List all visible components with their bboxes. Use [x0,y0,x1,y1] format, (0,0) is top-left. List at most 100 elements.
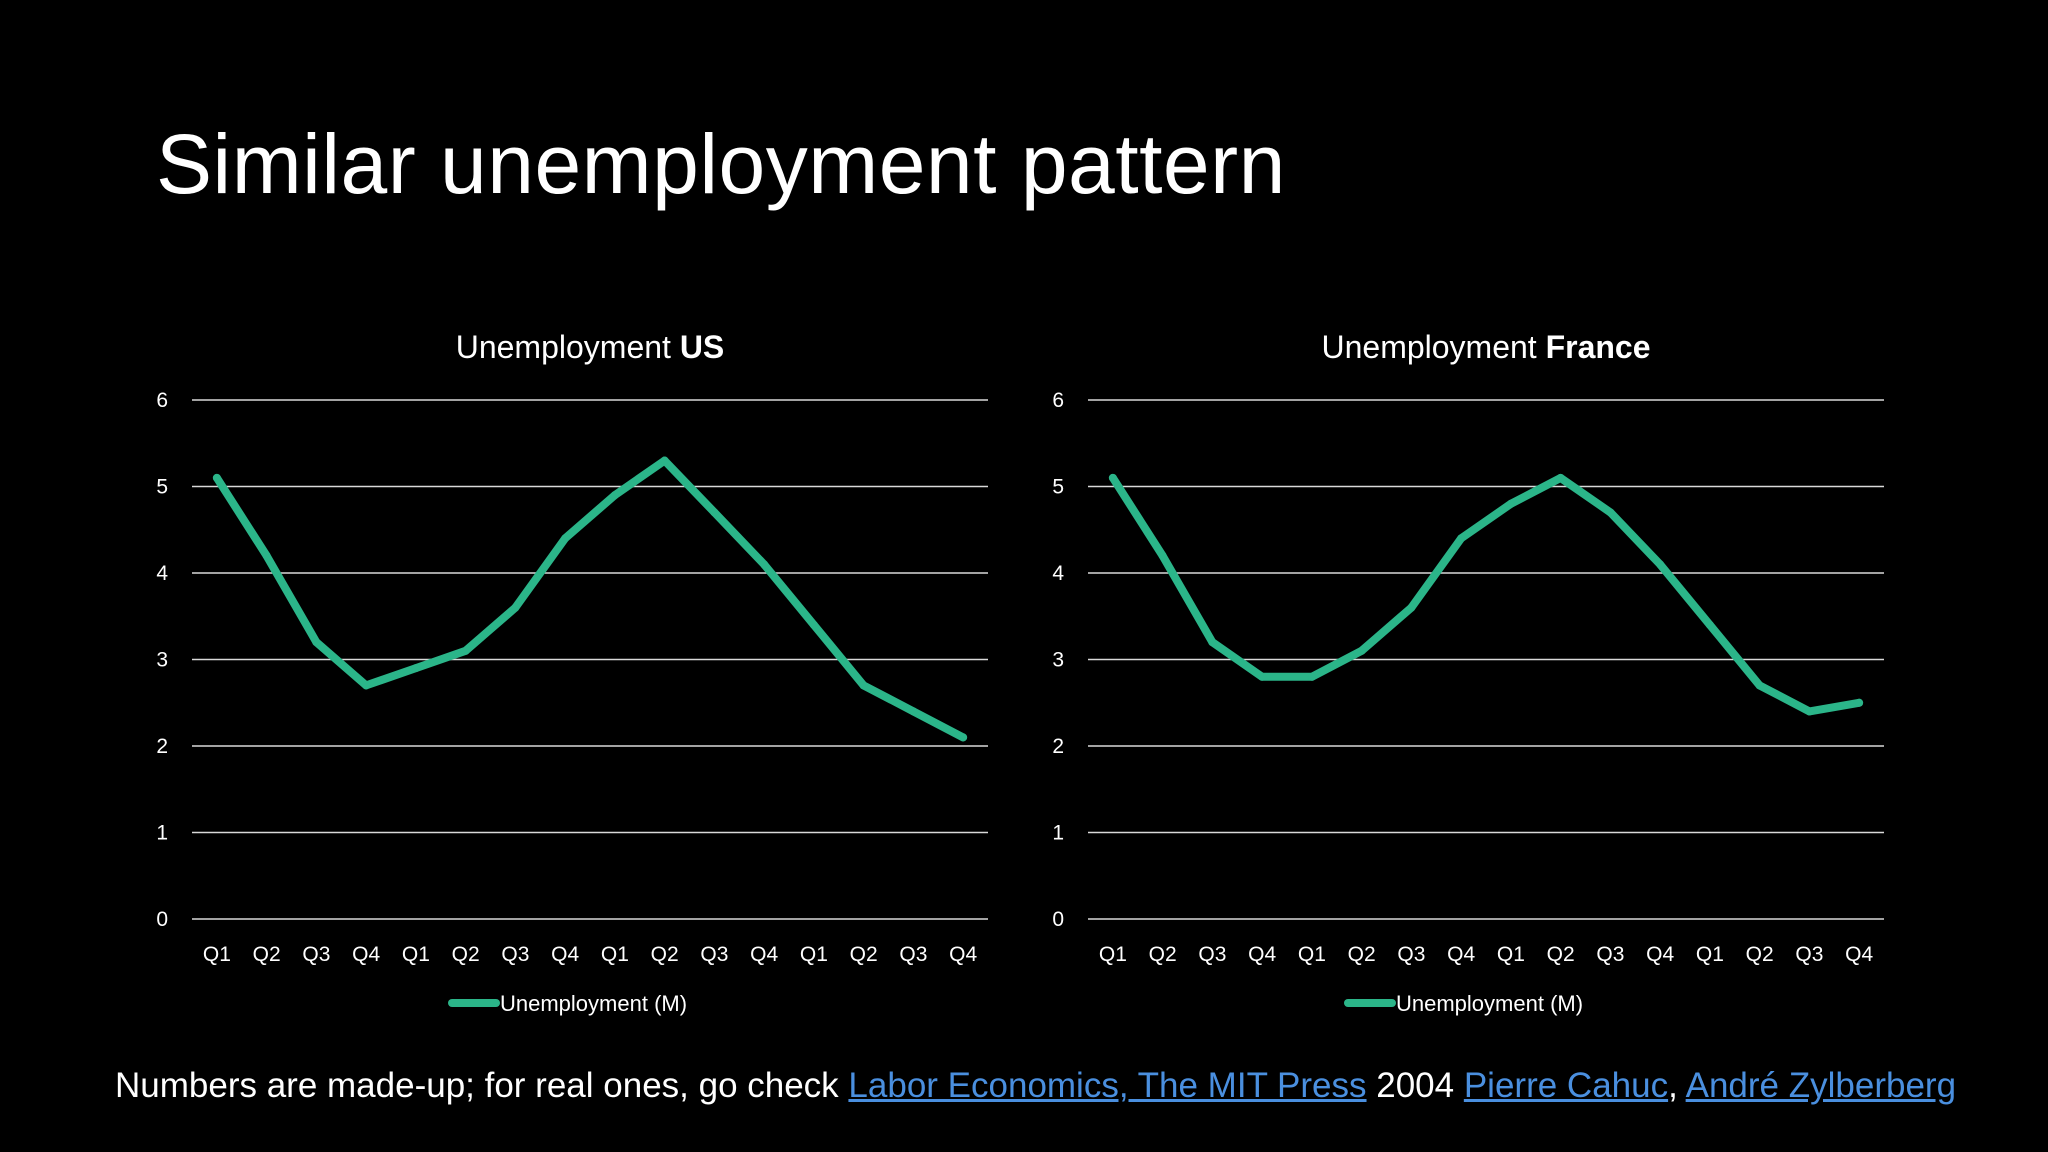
footer-citation: Numbers are made-up; for real ones, go c… [115,1066,1956,1106]
link-pierre-cahuc[interactable]: Pierre Cahuc [1463,1066,1669,1105]
y-tick-label: 0 [156,908,168,931]
data-point [1307,672,1316,681]
data-point [1656,560,1665,569]
x-tick-label: Q2 [253,943,281,966]
x-tick-label: Q1 [1298,943,1326,966]
x-tick-label: Q1 [800,943,828,966]
x-tick-label: Q4 [1447,943,1475,966]
y-tick-label: 5 [1052,476,1064,499]
chart-title-bold: France [1546,329,1651,365]
chart-unemployment-france: Unemployment France 0 1 2 3 4 5 6 Q1 Q2 Q3 Q4 Q1 Q2 Q3… [1016,300,1916,1040]
data-point [1158,551,1167,560]
data-point [1357,646,1366,655]
data-point [1457,534,1466,543]
data-point [809,620,818,629]
y-tick-label: 6 [156,389,168,412]
data-point [511,603,520,612]
data-point [212,473,221,482]
y-tick-label: 5 [156,476,168,499]
data-point [660,456,669,465]
y-tick-label: 4 [156,562,168,585]
chart-unemployment-us: Unemployment US 0 1 2 3 4 5 6 Q1 Q2 Q3 Q4 Q1 Q2 Q3 Q4 Q1… [120,300,1020,1040]
data-point [1805,707,1814,716]
y-tick-label: 3 [156,649,168,672]
x-tick-label: Q4 [750,943,778,966]
data-point [859,681,868,690]
x-tick-label: Q4 [1845,943,1873,966]
data-point [1705,620,1714,629]
y-tick-label: 1 [1052,822,1064,845]
x-tick-label: Q3 [899,943,927,966]
legend-label: Unemployment (M) [500,991,687,1016]
data-point [411,664,420,673]
y-tick-label: 0 [1052,908,1064,931]
data-point [1855,698,1864,707]
link-labor-economics[interactable]: Labor Economics, The MIT Press [848,1066,1367,1105]
data-point [610,491,619,500]
footer-separator: , [1668,1066,1686,1105]
data-point [262,551,271,560]
x-tick-label: Q2 [1547,943,1575,966]
data-point [1258,672,1267,681]
data-point [1108,473,1117,482]
x-tick-label: Q1 [203,943,231,966]
chart-title: Unemployment US [456,329,725,365]
y-tick-label: 4 [1052,562,1064,585]
x-tick-label: Q1 [601,943,629,966]
data-point [1606,508,1615,517]
chart-title-prefix: Unemployment [1321,329,1545,365]
x-tick-label: Q2 [1348,943,1376,966]
x-tick-label: Q1 [402,943,430,966]
legend-label: Unemployment (M) [1396,991,1583,1016]
x-tick-label: Q2 [1149,943,1177,966]
data-point [1407,603,1416,612]
x-tick-label: Q2 [1746,943,1774,966]
data-point [760,560,769,569]
data-point [909,707,918,716]
chart-svg-france: Unemployment France 0 1 2 3 4 5 6 Q1 Q2 Q3 Q4 Q1 Q2 Q3… [1052,329,1884,1016]
x-tick-label: Q4 [551,943,579,966]
x-tick-label: Q4 [949,943,977,966]
chart-title-prefix: Unemployment [456,329,680,365]
y-tick-label: 1 [156,822,168,845]
x-tick-label: Q1 [1696,943,1724,966]
x-tick-label: Q3 [501,943,529,966]
x-tick-label: Q1 [1497,943,1525,966]
x-tick-label: Q3 [1795,943,1823,966]
data-point [461,646,470,655]
series-line [212,456,968,742]
x-tick-label: Q4 [352,943,380,966]
data-point [561,534,570,543]
x-tick-label: Q3 [1397,943,1425,966]
footer-text-middle: 2004 [1366,1066,1464,1105]
data-point [312,638,321,647]
y-tick-label: 6 [1052,389,1064,412]
x-tick-label: Q1 [1099,943,1127,966]
y-tick-label: 3 [1052,649,1064,672]
x-tick-label: Q2 [850,943,878,966]
chart-title-bold: US [680,329,724,365]
link-andre-zylberberg[interactable]: André Zylberberg [1685,1066,1957,1105]
slide-title: Similar unemployment pattern [156,117,1286,211]
data-point [959,733,968,742]
x-tick-label: Q2 [651,943,679,966]
x-tick-label: Q3 [302,943,330,966]
data-point [1755,681,1764,690]
data-point [1506,499,1515,508]
chart-title: Unemployment France [1321,329,1650,365]
x-tick-label: Q4 [1248,943,1276,966]
x-tick-label: Q3 [1198,943,1226,966]
series-line [1108,473,1864,716]
data-point [710,508,719,517]
y-tick-label: 2 [1052,735,1064,758]
x-tick-label: Q4 [1646,943,1674,966]
data-point [1208,638,1217,647]
data-point [362,681,371,690]
chart-svg-us: Unemployment US 0 1 2 3 4 5 6 Q1 Q2 Q3 Q4 Q1 Q2 Q3 Q4 Q1… [156,329,988,1016]
x-tick-label: Q3 [1596,943,1624,966]
data-point [1556,473,1565,482]
footer-text-before: Numbers are made-up; for real ones, go c… [115,1066,849,1105]
x-tick-label: Q3 [700,943,728,966]
x-tick-label: Q2 [452,943,480,966]
y-tick-label: 2 [156,735,168,758]
